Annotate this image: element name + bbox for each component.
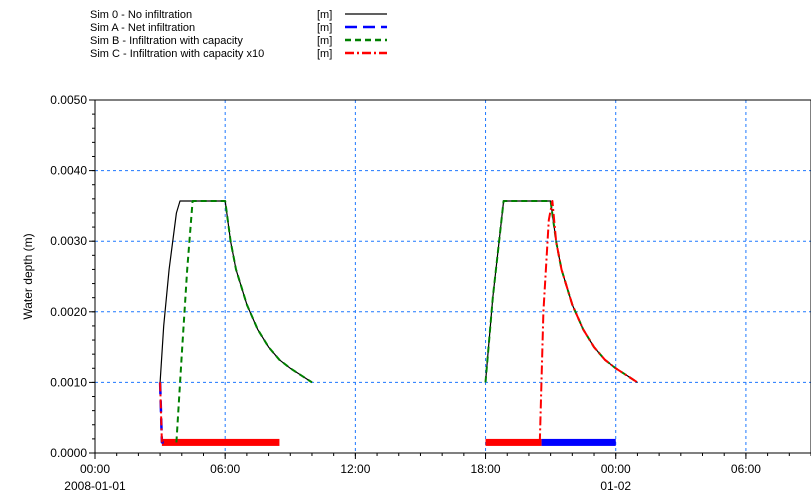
y-tick-label: 0.0010 — [50, 375, 87, 389]
x-axis: 00:00 2008-01-01 06:00 12:00 18:00 00:00 01-02… — [64, 453, 811, 493]
x-tick-time: 06:00 — [210, 462, 240, 476]
series-3-line-0 — [159, 382, 163, 443]
legend-series-name: Sim C - Infiltration with capacity x10 — [90, 48, 264, 60]
legend-series-name: Sim B - Infiltration with capacity — [90, 35, 243, 47]
series-3-line-1 — [538, 200, 638, 443]
x-tick-time: 18:00 — [471, 462, 501, 476]
legend-series-unit: [m] — [317, 22, 332, 34]
series-layer — [158, 200, 638, 446]
plot-frame — [94, 99, 811, 454]
y-tick-label: 0.0000 — [50, 446, 87, 460]
infiltration-bar-0 — [161, 438, 280, 446]
legend-series-unit: [m] — [317, 35, 332, 47]
legend-series-name: Sim 0 - No infiltration — [90, 9, 192, 21]
infiltration-bar-1 — [485, 438, 542, 446]
legend-series-unit: [m] — [317, 9, 332, 21]
y-tick-label: 0.0050 — [50, 93, 87, 107]
x-tick-time: 00:00 — [80, 462, 110, 476]
x-tick-time: 12:00 — [340, 462, 370, 476]
x-tick-time: 06:00 — [731, 462, 761, 476]
series-2-line-1 — [484, 200, 638, 384]
y-tick-label: 0.0020 — [50, 305, 87, 319]
y-tick-label: 0.0030 — [50, 234, 87, 248]
series-2-line-0 — [175, 200, 313, 443]
x-tick-date: 01-02 — [600, 479, 631, 493]
legend-series-name: Sim A - Net infiltration — [90, 22, 195, 34]
y-tick-label: 0.0040 — [50, 164, 87, 178]
grid — [95, 100, 811, 453]
legend-series-unit: [m] — [317, 48, 332, 60]
legend: Sim 0 - No infiltration [m] Sim A - Net in… — [90, 9, 387, 60]
series-0-line-0 — [159, 200, 313, 383]
x-tick-time: 00:00 — [601, 462, 631, 476]
series-0-line-1 — [484, 200, 638, 383]
x-tick-date: 2008-01-01 — [64, 479, 126, 493]
y-axis-title: Water depth (m) — [21, 233, 35, 319]
y-axis: 0.0000 0.0010 0.0020 0.0030 0.0040 0.0050 — [50, 93, 95, 460]
